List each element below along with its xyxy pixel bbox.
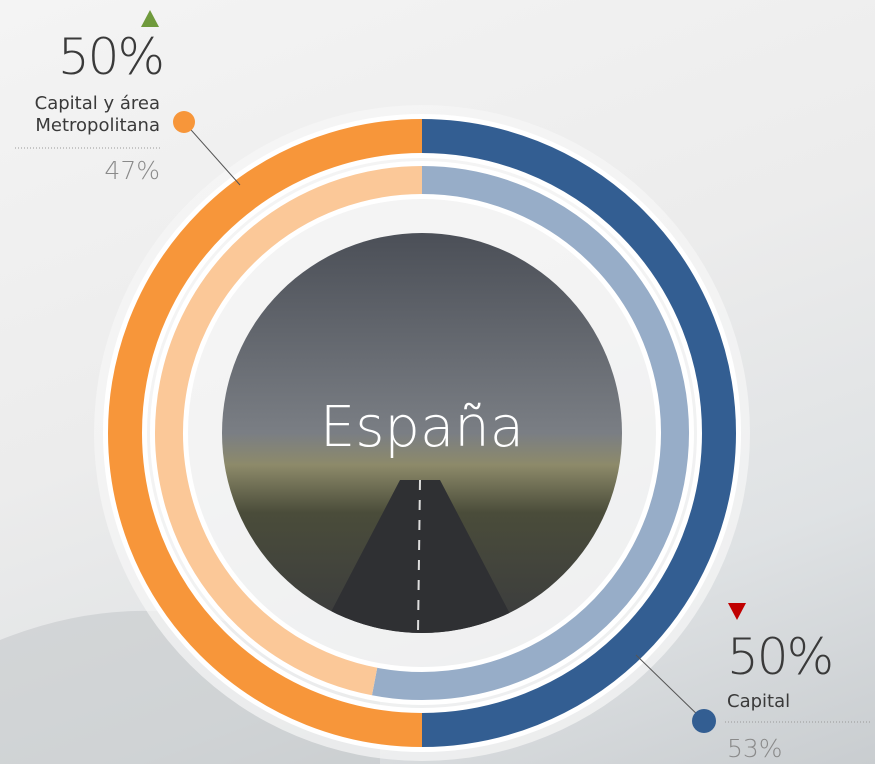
legend-dot [692, 709, 716, 733]
legend-label: Capital y área Metropolitana [0, 93, 160, 137]
trend-triangle [728, 603, 746, 620]
value-label: 50% [58, 32, 163, 82]
value-label: 50% [727, 632, 832, 682]
value-label: 47% [104, 158, 160, 183]
legend-dot [173, 111, 195, 133]
page: España 50% Capital y área Metropolitana … [0, 0, 875, 764]
center-label: España [222, 400, 622, 456]
trend-triangle [141, 10, 159, 27]
value-label: 53% [727, 736, 783, 761]
leader-line [184, 122, 240, 185]
leader-line [636, 655, 704, 721]
legend-label: Capital [727, 691, 790, 713]
